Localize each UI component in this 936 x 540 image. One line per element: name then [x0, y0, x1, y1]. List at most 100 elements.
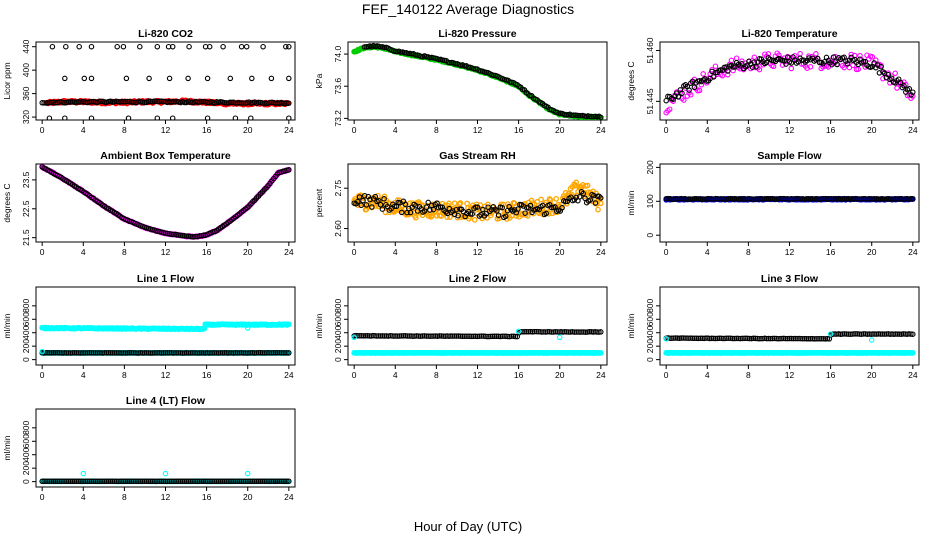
line2-x-tick-label: 20	[555, 370, 565, 380]
line3-x-tick-label: 20	[867, 370, 877, 380]
gas_rh-point	[584, 182, 591, 189]
line4-point	[58, 478, 64, 485]
line4-point	[62, 478, 68, 485]
line4-point	[251, 478, 258, 485]
line1-point	[244, 325, 251, 331]
gas_rh-point	[471, 217, 478, 223]
line4-point	[200, 478, 207, 485]
line2-point	[579, 329, 585, 335]
line4-point	[155, 478, 161, 485]
gas_rh-point	[407, 209, 414, 216]
line1-y-tick-label: 200	[21, 339, 31, 353]
co2-point	[221, 99, 228, 106]
line4-point	[54, 478, 61, 485]
gas_rh-point	[480, 206, 486, 213]
line1-point	[54, 350, 61, 356]
line1-point	[107, 350, 114, 356]
sample_flow-y-tick-label: 0	[645, 233, 655, 238]
co2-point	[154, 115, 161, 120]
line1-point	[193, 350, 199, 356]
gas_rh-point	[576, 194, 583, 200]
line3-x-tick-label: 12	[785, 370, 795, 380]
gas_rh-point	[552, 204, 558, 210]
panel-gas_rh: Gas Stream RH percent 0 4 8 12 16 20 24 2.60 2.75	[314, 150, 608, 257]
pressure-data-marks	[351, 42, 604, 120]
sample_flow-point	[798, 196, 804, 202]
line4-point	[122, 478, 129, 485]
line1-point	[138, 350, 144, 356]
line3-x-tick-label: 16	[826, 370, 836, 380]
gas_rh-point	[534, 199, 541, 205]
line1-point	[86, 350, 93, 356]
line4-point	[128, 478, 135, 485]
pressure-x-tick-label: 24	[596, 125, 606, 135]
pressure-x-tick-label: 4	[393, 125, 398, 135]
licor_temp-point	[770, 63, 777, 70]
line3-point	[763, 335, 770, 342]
line3-point	[855, 331, 861, 337]
licor_temp-point	[788, 65, 795, 72]
sample_flow-point	[684, 196, 690, 202]
sample_flow-x-tick-label: 12	[785, 247, 795, 257]
line3-point	[672, 335, 679, 341]
line3-point	[874, 331, 880, 337]
licor_temp-point	[901, 83, 907, 89]
line1-point	[90, 350, 97, 356]
line2-point	[571, 329, 578, 335]
sample_flow-point	[672, 196, 679, 202]
licor_temp-point	[710, 74, 717, 80]
line2-point	[594, 329, 600, 335]
line4-point	[255, 478, 262, 485]
co2-point	[255, 99, 262, 106]
licor_temp-point	[797, 50, 803, 57]
co2-point	[86, 99, 93, 105]
line4-point	[244, 470, 251, 477]
line4-point	[250, 478, 256, 485]
line1-point	[111, 350, 118, 356]
line1-point	[164, 350, 171, 356]
line4-point	[278, 478, 284, 484]
line1-point	[251, 350, 258, 356]
line2-point	[415, 333, 422, 339]
line4-point	[145, 478, 152, 485]
gas_rh-point	[539, 202, 546, 209]
sample_flow-point	[858, 196, 865, 202]
licor_temp-point	[739, 61, 745, 67]
line4-point	[195, 478, 201, 485]
line3-point	[896, 331, 903, 337]
line4-point	[272, 478, 279, 485]
gas_rh-x-tick-label: 8	[434, 247, 439, 257]
line4-point	[103, 478, 110, 484]
gas_rh-point	[361, 193, 368, 199]
line1-point	[200, 350, 207, 356]
co2-point	[204, 75, 211, 82]
gas_rh-point	[527, 202, 534, 209]
line3-point	[686, 335, 692, 341]
panel-line2: Line 2 Flow ml/min 0 4 8 12 16 20 24 0 20040060080…	[314, 273, 608, 380]
line1-point	[236, 350, 243, 356]
licor_temp-x-axis: 0 4 8 12 16 20 24	[664, 120, 918, 135]
line2-point	[412, 333, 418, 339]
line3-point	[691, 335, 698, 341]
line4-point	[187, 478, 193, 485]
co2-series-4	[46, 115, 292, 120]
line1-point	[105, 350, 112, 356]
gas_rh-point	[372, 193, 379, 200]
line1-point	[121, 350, 127, 356]
gas_rh-point	[543, 210, 549, 217]
pressure-point	[576, 112, 582, 119]
line4-point	[105, 478, 112, 485]
gas_rh-point	[419, 212, 426, 219]
sample_flow-y-axis: 0 100 200	[645, 160, 660, 238]
line2-point	[359, 333, 365, 339]
line2-y-tick-label: 400	[333, 325, 343, 339]
co2-point	[169, 115, 176, 120]
line3-y-tick-label: 0	[645, 357, 655, 362]
line2-point	[518, 328, 524, 335]
licor_temp-x-tick-label: 8	[746, 125, 751, 135]
line1-point	[282, 350, 288, 356]
line4-point	[158, 478, 165, 485]
line3-point	[773, 335, 779, 342]
line4-point	[67, 478, 74, 485]
